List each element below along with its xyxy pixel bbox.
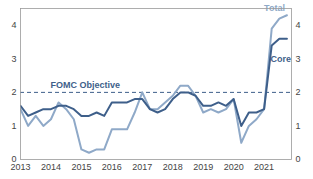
svg-text:2018: 2018 <box>163 162 183 172</box>
svg-text:Core: Core <box>270 54 291 64</box>
svg-text:2021: 2021 <box>254 162 274 172</box>
svg-text:2: 2 <box>11 87 16 97</box>
svg-text:2020: 2020 <box>224 162 244 172</box>
svg-text:4: 4 <box>296 20 301 30</box>
svg-text:2013: 2013 <box>10 161 31 172</box>
svg-text:3: 3 <box>296 54 301 64</box>
svg-text:2: 2 <box>296 87 301 97</box>
svg-text:1: 1 <box>296 121 301 131</box>
svg-text:0: 0 <box>296 154 301 164</box>
svg-text:1: 1 <box>11 121 16 131</box>
svg-text:2014: 2014 <box>41 162 61 172</box>
svg-text:2016: 2016 <box>102 162 122 172</box>
svg-text:2017: 2017 <box>132 162 152 172</box>
svg-text:0: 0 <box>11 154 16 164</box>
svg-text:2015: 2015 <box>71 162 91 172</box>
svg-text:FOMC Objective: FOMC Objective <box>51 80 121 90</box>
svg-text:4: 4 <box>11 20 16 30</box>
svg-text:Total: Total <box>264 3 285 13</box>
svg-text:3: 3 <box>11 54 16 64</box>
svg-text:2019: 2019 <box>193 162 213 172</box>
